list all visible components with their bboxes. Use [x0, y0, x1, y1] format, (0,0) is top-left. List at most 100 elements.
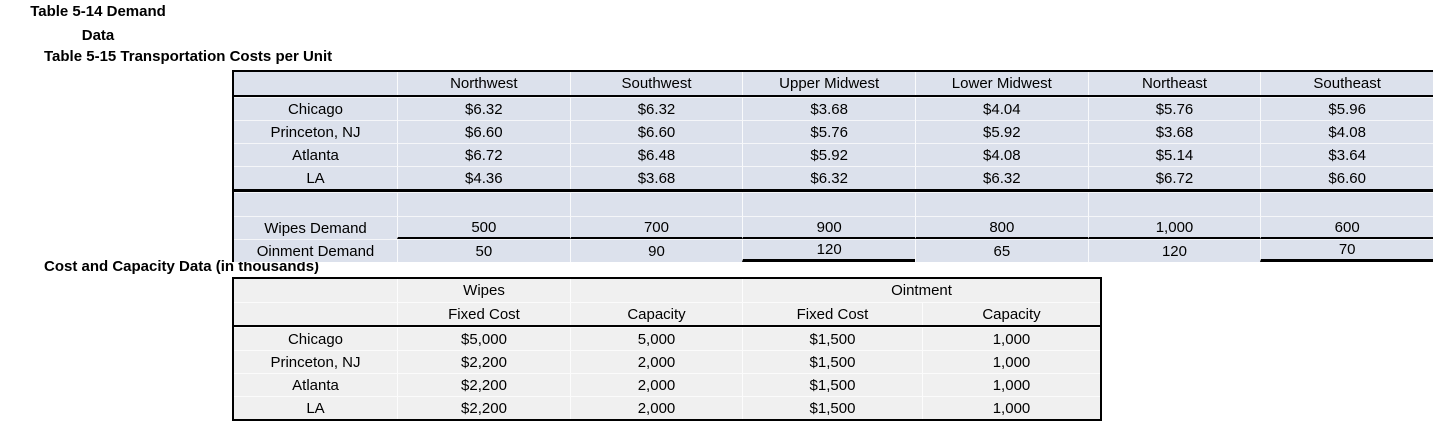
- cost-cell: $3.68: [742, 97, 915, 120]
- row-label: Oinment Demand: [234, 239, 397, 262]
- value-cell: 2,000: [570, 373, 742, 396]
- empty-cell: [1087, 192, 1261, 216]
- table-row-atlanta: Atlanta $6.72 $6.48 $5.92 $4.08 $5.14 $3…: [234, 143, 1433, 166]
- cost-cell: $6.32: [569, 97, 743, 120]
- demand-title-line1: Table 5-14 Demand: [30, 3, 166, 20]
- demand-cell: 120: [742, 239, 915, 262]
- cost-cell: $5.96: [1260, 97, 1433, 120]
- col-header-ointment-capacity: Capacity: [922, 302, 1100, 325]
- demand-table-title: Table 5-14 Demand Data: [0, 0, 196, 48]
- product-header-wipes: Wipes: [397, 279, 570, 302]
- value-cell: 5,000: [570, 327, 742, 350]
- product-header-row: Wipes Ointment: [234, 279, 1100, 302]
- row-label: Princeton, NJ: [234, 350, 397, 373]
- row-label: Chicago: [234, 97, 397, 120]
- transportation-costs-table: Northwest Southwest Upper Midwest Lower …: [232, 70, 1433, 262]
- value-cell: 1,000: [922, 327, 1100, 350]
- row-label: Atlanta: [234, 373, 397, 396]
- empty-cell: [569, 192, 743, 216]
- table-row-princeton: Princeton, NJ $2,200 2,000 $1,500 1,000: [234, 350, 1100, 373]
- value-cell: $1,500: [742, 396, 922, 419]
- row-label: LA: [234, 396, 397, 419]
- value-cell: 1,000: [922, 396, 1100, 419]
- empty-cell: [397, 192, 570, 216]
- empty-cell: [234, 279, 397, 302]
- table-row-oinment-demand: Oinment Demand 50 90 120 65 120 70: [234, 239, 1433, 262]
- cost-cell: $6.32: [915, 166, 1088, 189]
- demand-cell: 800: [915, 216, 1088, 239]
- region-header-northeast: Northeast: [1087, 72, 1261, 95]
- demand-cell: 1,000: [1087, 216, 1261, 239]
- demand-cell: 600: [1260, 216, 1433, 239]
- cost-cell: $6.60: [569, 120, 743, 143]
- cost-cell: $5.92: [742, 143, 915, 166]
- cost-cell: $6.48: [569, 143, 743, 166]
- empty-cell: [234, 302, 397, 325]
- row-label: LA: [234, 166, 397, 189]
- cost-cell: $4.36: [397, 166, 570, 189]
- value-cell: $1,500: [742, 350, 922, 373]
- demand-cell: 90: [569, 239, 743, 262]
- cost-cell: $5.76: [742, 120, 915, 143]
- demand-cell: 120: [1087, 239, 1261, 262]
- value-cell: $1,500: [742, 327, 922, 350]
- region-header-upper-midwest: Upper Midwest: [742, 72, 915, 95]
- demand-title-line2: Data: [81, 27, 115, 44]
- empty-cell: [1260, 192, 1433, 216]
- value-cell: 2,000: [570, 350, 742, 373]
- cost-cell: $5.76: [1087, 97, 1261, 120]
- empty-cell: [742, 192, 915, 216]
- row-label: Princeton, NJ: [234, 120, 397, 143]
- cost-cell: $6.72: [1087, 166, 1261, 189]
- value-cell: $5,000: [397, 327, 570, 350]
- cost-cell: $3.68: [569, 166, 743, 189]
- region-header-southeast: Southeast: [1260, 72, 1433, 95]
- col-header-wipes-capacity: Capacity: [570, 302, 742, 325]
- value-cell: 2,000: [570, 396, 742, 419]
- region-header-row: Northwest Southwest Upper Midwest Lower …: [234, 72, 1433, 97]
- table-row-chicago: Chicago $5,000 5,000 $1,500 1,000: [234, 327, 1100, 350]
- cost-cell: $4.08: [1260, 120, 1433, 143]
- table-row-la: LA $4.36 $3.68 $6.32 $6.32 $6.72 $6.60: [234, 166, 1433, 192]
- col-header-ointment-fixed-cost: Fixed Cost: [742, 302, 922, 325]
- transport-table-title: Table 5-15 Transportation Costs per Unit: [44, 48, 333, 65]
- value-cell: $1,500: [742, 373, 922, 396]
- region-header-northwest: Northwest: [397, 72, 570, 95]
- cost-capacity-table: Wipes Ointment Fixed Cost Capacity Fixed…: [232, 277, 1102, 421]
- demand-cell: 900: [742, 216, 915, 239]
- spacer-row: [234, 192, 1433, 216]
- region-header-southwest: Southwest: [569, 72, 743, 95]
- table-row-atlanta: Atlanta $2,200 2,000 $1,500 1,000: [234, 373, 1100, 396]
- table-row-chicago: Chicago $6.32 $6.32 $3.68 $4.04 $5.76 $5…: [234, 97, 1433, 120]
- cost-cell: $6.32: [742, 166, 915, 189]
- empty-cell: [570, 279, 742, 302]
- cost-cell: $3.64: [1260, 143, 1433, 166]
- cost-cell: $6.32: [397, 97, 570, 120]
- region-header-lower-midwest: Lower Midwest: [915, 72, 1088, 95]
- demand-cell: 50: [397, 239, 570, 262]
- empty-cell: [234, 72, 397, 95]
- row-label: Wipes Demand: [234, 216, 397, 239]
- capacity-table-title: Cost and Capacity Data (in thousands): [44, 258, 320, 275]
- cost-cell: $6.60: [1260, 166, 1433, 189]
- empty-cell: [915, 192, 1088, 216]
- value-cell: 1,000: [922, 350, 1100, 373]
- demand-cell: 65: [915, 239, 1088, 262]
- demand-cell: 700: [569, 216, 743, 239]
- demand-cell: 500: [397, 216, 570, 239]
- cost-cell: $5.14: [1087, 143, 1261, 166]
- product-header-ointment: Ointment: [742, 279, 1100, 302]
- empty-cell: [234, 192, 397, 216]
- cost-cell: $4.08: [915, 143, 1088, 166]
- cost-cell: $5.92: [915, 120, 1088, 143]
- table-row-princeton: Princeton, NJ $6.60 $6.60 $5.76 $5.92 $3…: [234, 120, 1433, 143]
- demand-cell: 70: [1260, 239, 1433, 262]
- cost-cell: $6.72: [397, 143, 570, 166]
- col-header-wipes-fixed-cost: Fixed Cost: [397, 302, 570, 325]
- value-cell: 1,000: [922, 373, 1100, 396]
- cost-cell: $4.04: [915, 97, 1088, 120]
- value-cell: $2,200: [397, 396, 570, 419]
- value-cell: $2,200: [397, 373, 570, 396]
- row-label: Atlanta: [234, 143, 397, 166]
